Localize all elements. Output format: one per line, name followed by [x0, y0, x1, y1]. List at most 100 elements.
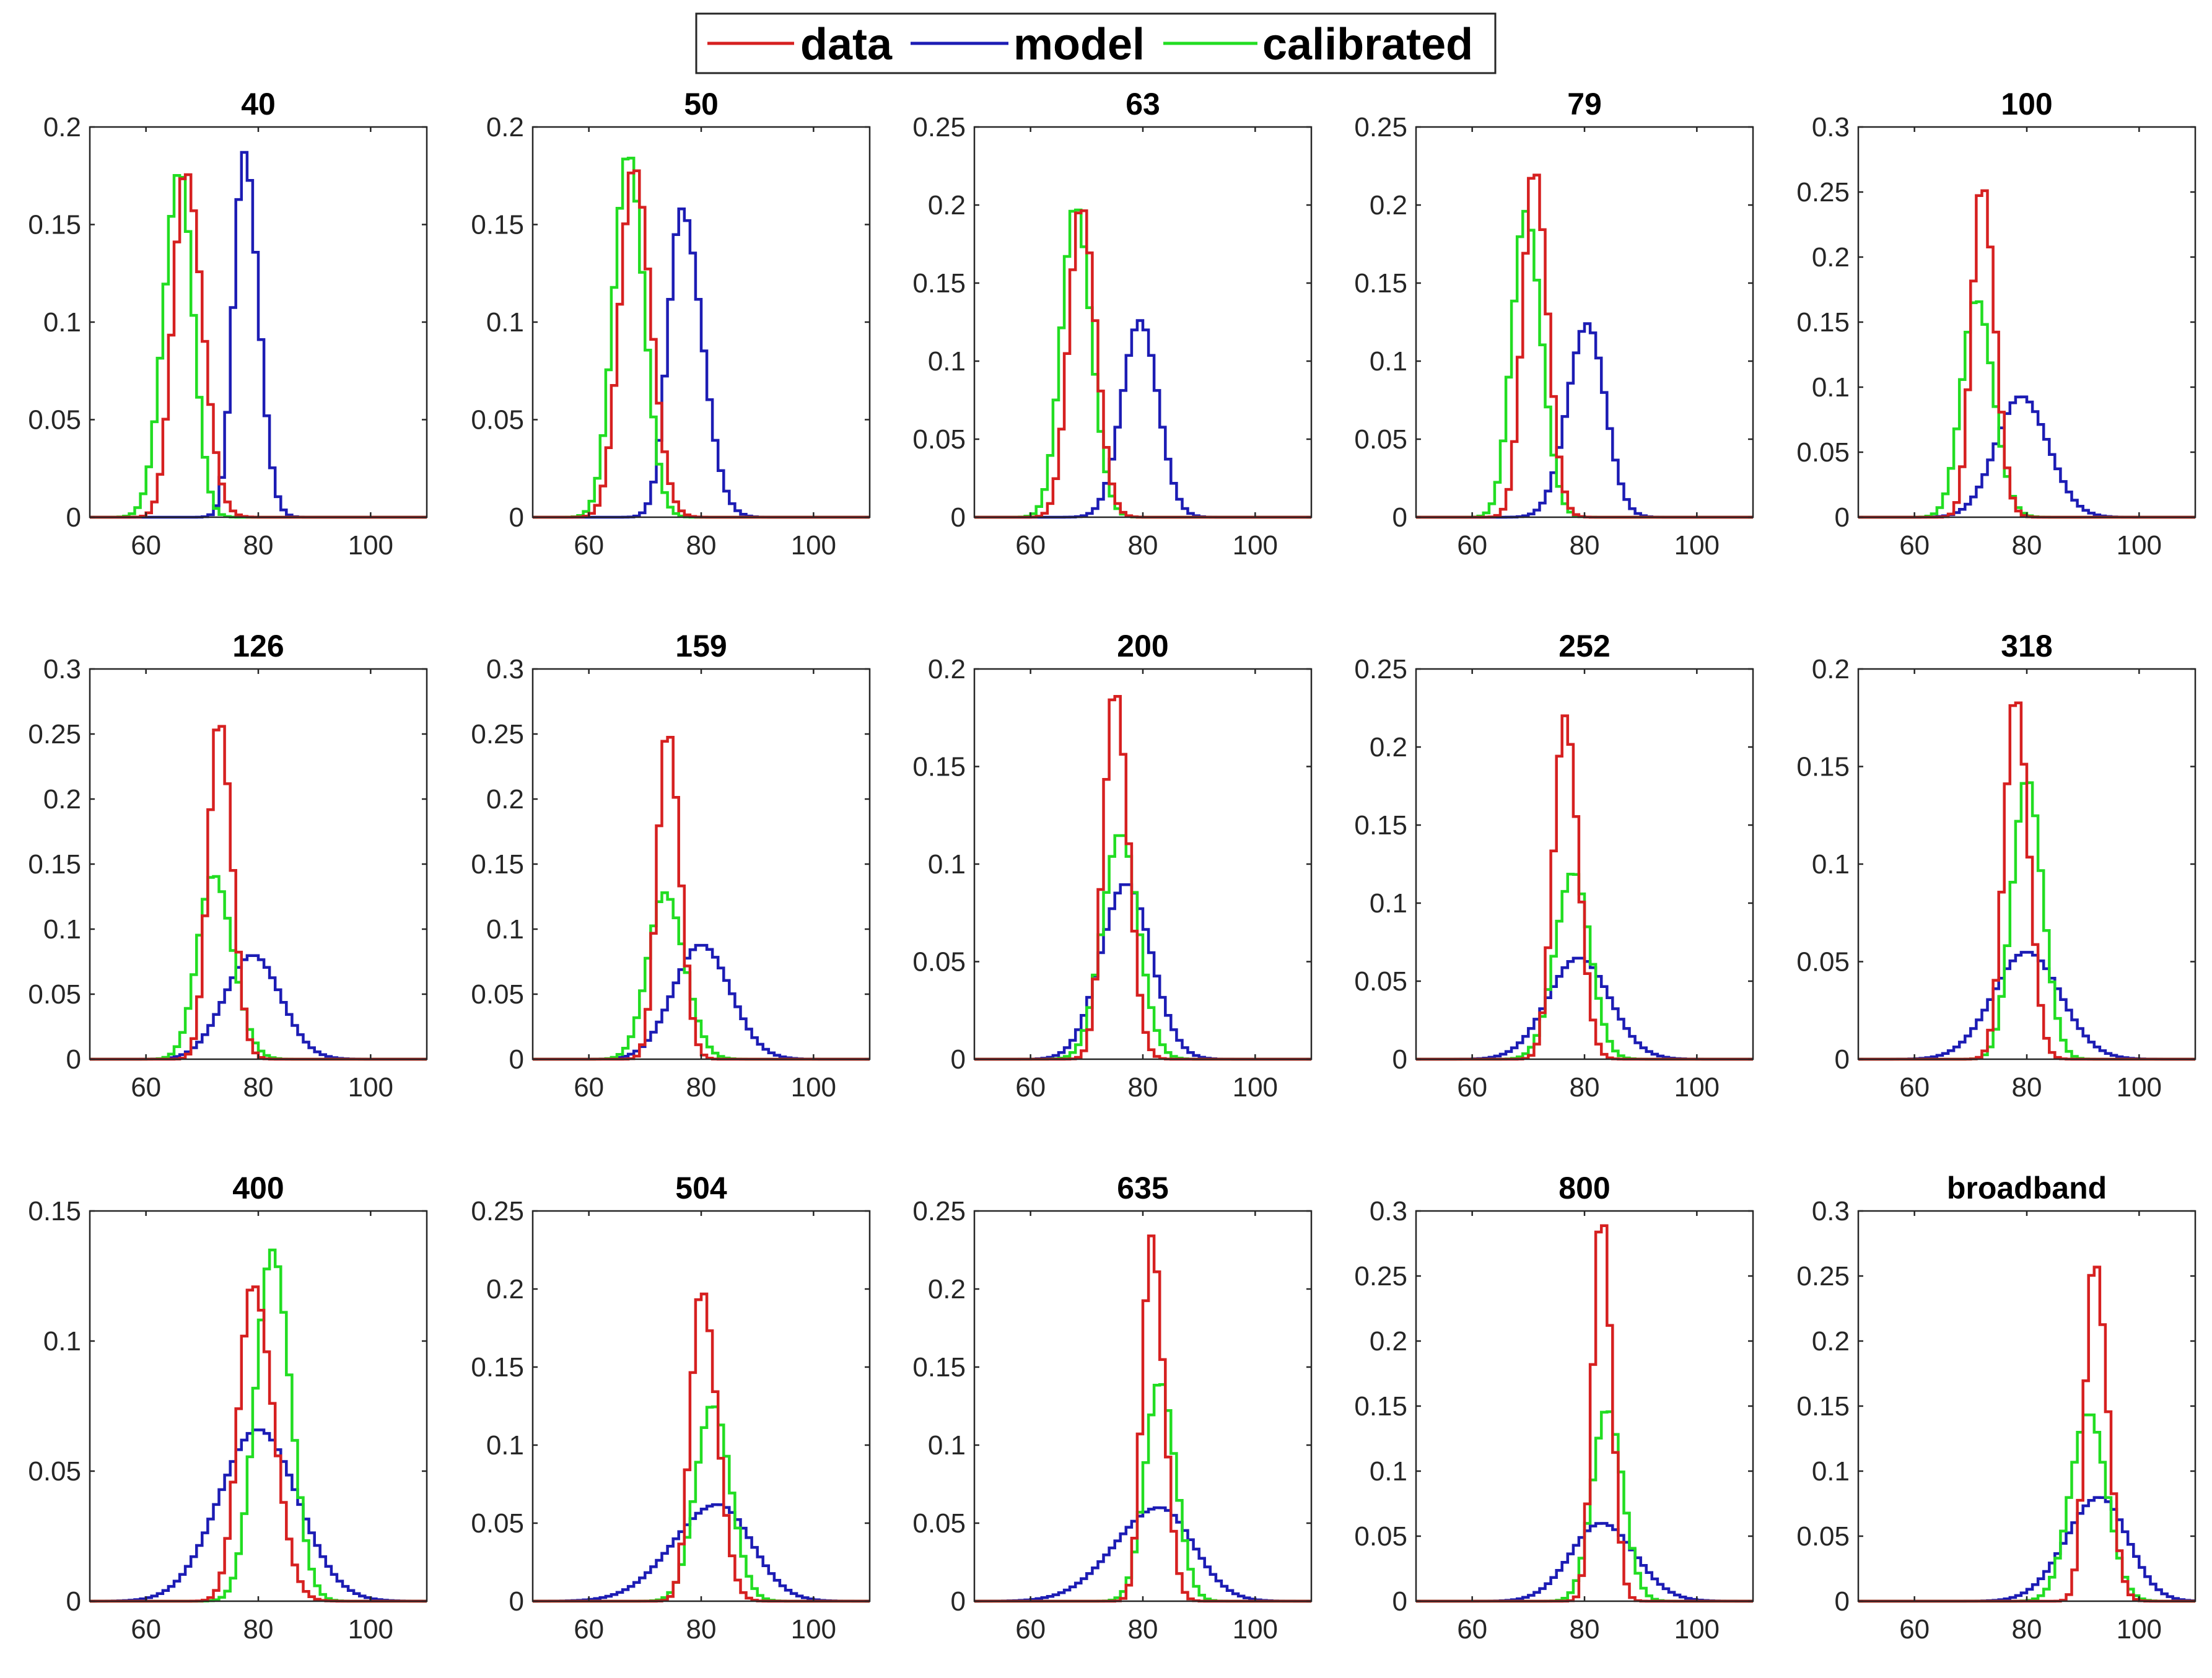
y-tick-label: 0.05 [28, 979, 81, 1010]
x-tick-label: 100 [791, 1614, 836, 1645]
panel-200: 0 0.05 0.1 0.15 0.2 60 80 100 200 [912, 629, 1313, 1103]
y-tick-label: 0.25 [1354, 112, 1407, 142]
legend: data model calibrated [695, 12, 1497, 74]
panel-title: 504 [675, 1171, 727, 1205]
y-tick-label: 0.2 [486, 784, 524, 815]
y-tick-label: 0.1 [928, 1430, 966, 1461]
plot-area [90, 1211, 427, 1601]
panels: 00.050.10.150.260 80 1004000.050.10.150.26… [28, 87, 2197, 1645]
x-tick-label: 60 [1457, 530, 1487, 561]
y-tick-label: 0 [509, 1586, 524, 1617]
x-tick-label: 60 [1015, 1072, 1046, 1103]
x-tick-label: 80 [1570, 1614, 1600, 1645]
x-tick-label: 100 [791, 1072, 836, 1103]
y-tick-label: 0 [66, 1586, 81, 1617]
plot-area [1416, 127, 1753, 517]
plot-area [533, 1211, 870, 1601]
y-tick-label: 0.15 [1354, 268, 1407, 299]
y-tick-label: 0.15 [1796, 752, 1850, 782]
y-tick-label: 0.25 [1796, 177, 1850, 208]
y-tick-label: 0.3 [1812, 112, 1850, 142]
x-tick-label: 60 [1899, 1614, 1930, 1645]
x-tick-label: 100 [2117, 1614, 2162, 1645]
panel-252: 0 0.05 0.1 0.15 0.2 0.25 60 80 100 252 [1354, 629, 1754, 1103]
y-tick-label: 0.1 [1812, 849, 1850, 880]
panel-79: 0 0.05 0.1 0.15 0.2 0.25 60 80 100 79 [1354, 87, 1754, 561]
y-tick-label: 0.25 [28, 719, 81, 749]
y-tick-label: 0 [1392, 502, 1407, 533]
y-tick-label: 0.05 [1354, 424, 1407, 455]
x-tick-label: 60 [574, 1614, 604, 1645]
y-tick-label: 0.15 [1796, 307, 1850, 338]
panel-126: 0 0.05 0.1 0.15 0.2 0.25 0.3 60 80 100 126 [28, 629, 428, 1103]
y-tick-label: 0 [951, 1044, 966, 1075]
plot-area [533, 669, 870, 1059]
series-model [533, 1503, 870, 1603]
y-tick-label: 0.1 [1370, 346, 1407, 377]
x-tick-label: 60 [574, 1072, 604, 1103]
y-tick-label: 0.1 [43, 914, 81, 945]
x-tick-label: 100 [1674, 530, 1720, 561]
y-tick-label: 0.2 [486, 1274, 524, 1304]
y-tick-label: 0.1 [486, 307, 524, 338]
x-tick-label: 80 [1570, 1072, 1600, 1103]
x-tick-label: 80 [2012, 1614, 2042, 1645]
y-tick-label: 0.25 [1354, 654, 1407, 684]
y-tick-label: 0.25 [912, 1196, 966, 1226]
x-tick-label: 100 [791, 530, 836, 561]
y-tick-label: 0.15 [28, 210, 81, 240]
x-tick-label: 80 [1128, 530, 1158, 561]
plot-area [1858, 1211, 2195, 1601]
y-tick-label: 0.2 [1812, 1326, 1850, 1357]
panel-title: broadband [1947, 1171, 2107, 1205]
panel-318: 0 0.05 0.1 0.15 0.2 60 80 100 318 [1796, 629, 2197, 1103]
y-tick-label: 0.1 [486, 1430, 524, 1461]
y-tick-label: 0.2 [1812, 654, 1850, 684]
y-tick-label: 0.15 [1354, 810, 1407, 841]
y-tick-label: 0.2 [43, 784, 81, 815]
y-tick-label: 0.1 [1812, 1456, 1850, 1487]
panel-title: 50 [684, 87, 719, 121]
y-tick-label: 0.25 [1354, 1261, 1407, 1291]
x-tick-label: 100 [2117, 530, 2162, 561]
x-tick-label: 100 [348, 1072, 393, 1103]
y-tick-label: 0.05 [1796, 1521, 1850, 1552]
y-tick-label: 0.3 [1812, 1196, 1850, 1226]
panel-159: 0 0.05 0.1 0.15 0.2 0.25 0.3 60 80 100 159 [471, 629, 871, 1103]
x-tick-label: 60 [574, 530, 604, 561]
y-tick-label: 0.1 [43, 307, 81, 338]
y-tick-label: 0.1 [1812, 372, 1850, 403]
x-tick-label: 100 [1233, 1072, 1278, 1103]
y-tick-label: 0.2 [43, 112, 81, 142]
y-tick-label: 0 [66, 502, 81, 533]
y-tick-label: 0.25 [1796, 1261, 1850, 1291]
x-tick-label: 100 [1674, 1614, 1720, 1645]
y-tick-label: 0.15 [912, 1352, 966, 1383]
x-tick-label: 100 [1233, 1614, 1278, 1645]
y-tick-label: 0 [1835, 1586, 1850, 1617]
x-tick-label: 100 [2117, 1072, 2162, 1103]
y-tick-label: 0.2 [1370, 732, 1407, 763]
panel-400: 0 0.05 0.1 0.15 60 80 100 400 [28, 1171, 428, 1645]
y-tick-label: 0.25 [471, 719, 524, 749]
panel-broadband: 0 0.05 0.1 0.15 0.2 0.25 0.3 60 80 100 broadband [1796, 1171, 2197, 1645]
y-tick-label: 0.25 [912, 112, 966, 142]
panel-63: 0 0.05 0.1 0.15 0.2 0.25 60 80 100 63 [912, 87, 1313, 561]
y-tick-label: 0.3 [486, 654, 524, 684]
y-tick-label: 0.05 [912, 1508, 966, 1539]
panel-100: 0 0.05 0.1 0.15 0.2 0.25 0.3 60 80 100 100 [1796, 87, 2197, 561]
y-tick-label: 0.15 [912, 752, 966, 782]
panel-title: 126 [232, 629, 284, 663]
y-tick-label: 0.15 [471, 849, 524, 880]
legend-label-data: data [800, 20, 893, 69]
y-tick-label: 0.05 [1354, 1521, 1407, 1552]
y-tick-label: 0.15 [28, 1196, 81, 1226]
y-tick-label: 0.2 [1812, 242, 1850, 273]
y-tick-label: 0.1 [486, 914, 524, 945]
y-tick-label: 0.05 [471, 405, 524, 435]
y-tick-label: 0.1 [1370, 1456, 1407, 1487]
panel-title: 79 [1567, 87, 1602, 121]
y-tick-label: 0 [951, 502, 966, 533]
y-tick-label: 0.1 [1370, 888, 1407, 919]
